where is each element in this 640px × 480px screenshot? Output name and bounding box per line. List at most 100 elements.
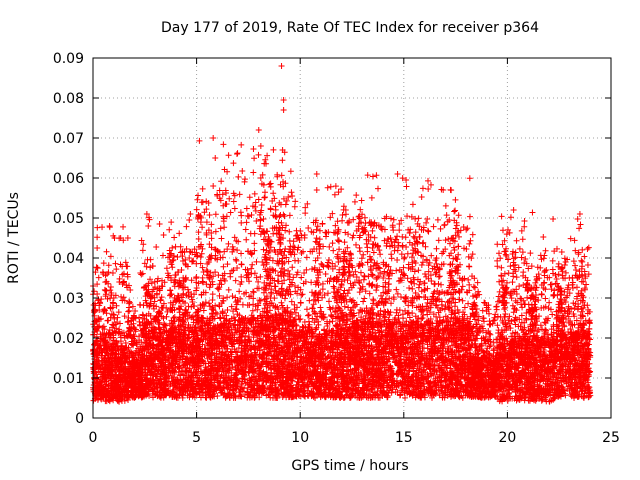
chart-title: Day 177 of 2019, Rate Of TEC Index for r… [161, 20, 539, 36]
data-point [136, 318, 143, 325]
data-points [90, 63, 594, 405]
data-point [113, 266, 120, 273]
data-point [103, 357, 110, 364]
data-point [138, 271, 145, 278]
data-point [291, 282, 298, 289]
data-point [239, 168, 246, 175]
data-point [94, 224, 101, 231]
data-point [220, 141, 227, 148]
data-point [238, 250, 245, 257]
data-point [195, 192, 202, 199]
data-point [109, 395, 116, 402]
data-point [224, 294, 231, 301]
data-point [208, 235, 215, 242]
data-point [97, 331, 104, 338]
data-point [169, 264, 176, 271]
data-point [108, 390, 115, 397]
data-point [107, 284, 114, 291]
data-point [258, 202, 265, 209]
data-point [193, 206, 200, 213]
data-point [122, 381, 129, 388]
data-point [111, 356, 118, 363]
data-point [166, 226, 173, 233]
data-point [231, 205, 238, 212]
data-point [105, 388, 112, 395]
data-point [120, 368, 127, 375]
data-point [281, 213, 288, 220]
data-point [250, 289, 257, 296]
data-point [224, 261, 231, 268]
data-point [286, 228, 293, 235]
data-point [290, 243, 297, 250]
data-point [186, 216, 193, 223]
data-point [116, 385, 123, 392]
data-point [324, 184, 331, 191]
data-point [126, 299, 133, 306]
data-point [326, 243, 333, 250]
data-point [116, 326, 123, 333]
data-point [325, 298, 332, 305]
data-point [94, 389, 101, 396]
data-point [117, 338, 124, 345]
data-point [105, 262, 112, 269]
data-point [252, 207, 259, 214]
data-point [226, 195, 233, 202]
data-point [112, 378, 119, 385]
data-point [206, 254, 213, 261]
data-point [212, 211, 219, 218]
data-point [102, 393, 109, 400]
data-point [209, 296, 216, 303]
data-point [267, 180, 274, 187]
data-point [238, 219, 245, 226]
data-point [160, 231, 167, 238]
data-point [123, 347, 130, 354]
data-point [163, 265, 170, 272]
data-point [118, 351, 125, 358]
data-point [218, 178, 225, 185]
data-point [93, 392, 100, 399]
data-point [102, 364, 109, 371]
data-point [115, 309, 122, 316]
data-point [100, 384, 107, 391]
data-point [298, 274, 305, 281]
data-point [94, 244, 101, 251]
data-point [199, 199, 206, 206]
data-point [116, 373, 123, 380]
data-point [225, 152, 232, 159]
data-point [251, 230, 258, 237]
data-point [218, 235, 225, 242]
data-point [289, 192, 296, 199]
data-point [225, 286, 232, 293]
data-point [100, 375, 107, 382]
data-point [305, 224, 312, 231]
data-point [287, 168, 294, 175]
data-point [292, 198, 299, 205]
data-point [124, 271, 131, 278]
data-point [296, 316, 303, 323]
data-point [101, 385, 108, 392]
data-point [117, 320, 124, 327]
data-point [98, 315, 105, 322]
data-point [252, 199, 259, 206]
data-point [108, 375, 115, 382]
data-point [124, 284, 131, 291]
data-point [235, 173, 242, 180]
data-point [121, 394, 128, 401]
data-point [190, 257, 197, 264]
data-point [98, 296, 105, 303]
data-point [303, 306, 310, 313]
data-point [95, 368, 102, 375]
data-point [157, 297, 164, 304]
data-point [96, 323, 103, 330]
data-point [248, 265, 255, 272]
data-point [243, 205, 250, 212]
data-point [95, 274, 102, 281]
data-point [99, 324, 106, 331]
data-point [244, 302, 251, 309]
data-point [251, 240, 258, 247]
data-point [126, 307, 133, 314]
data-point [122, 340, 129, 347]
data-point [107, 314, 114, 321]
data-point [251, 190, 258, 197]
data-point [251, 155, 258, 162]
